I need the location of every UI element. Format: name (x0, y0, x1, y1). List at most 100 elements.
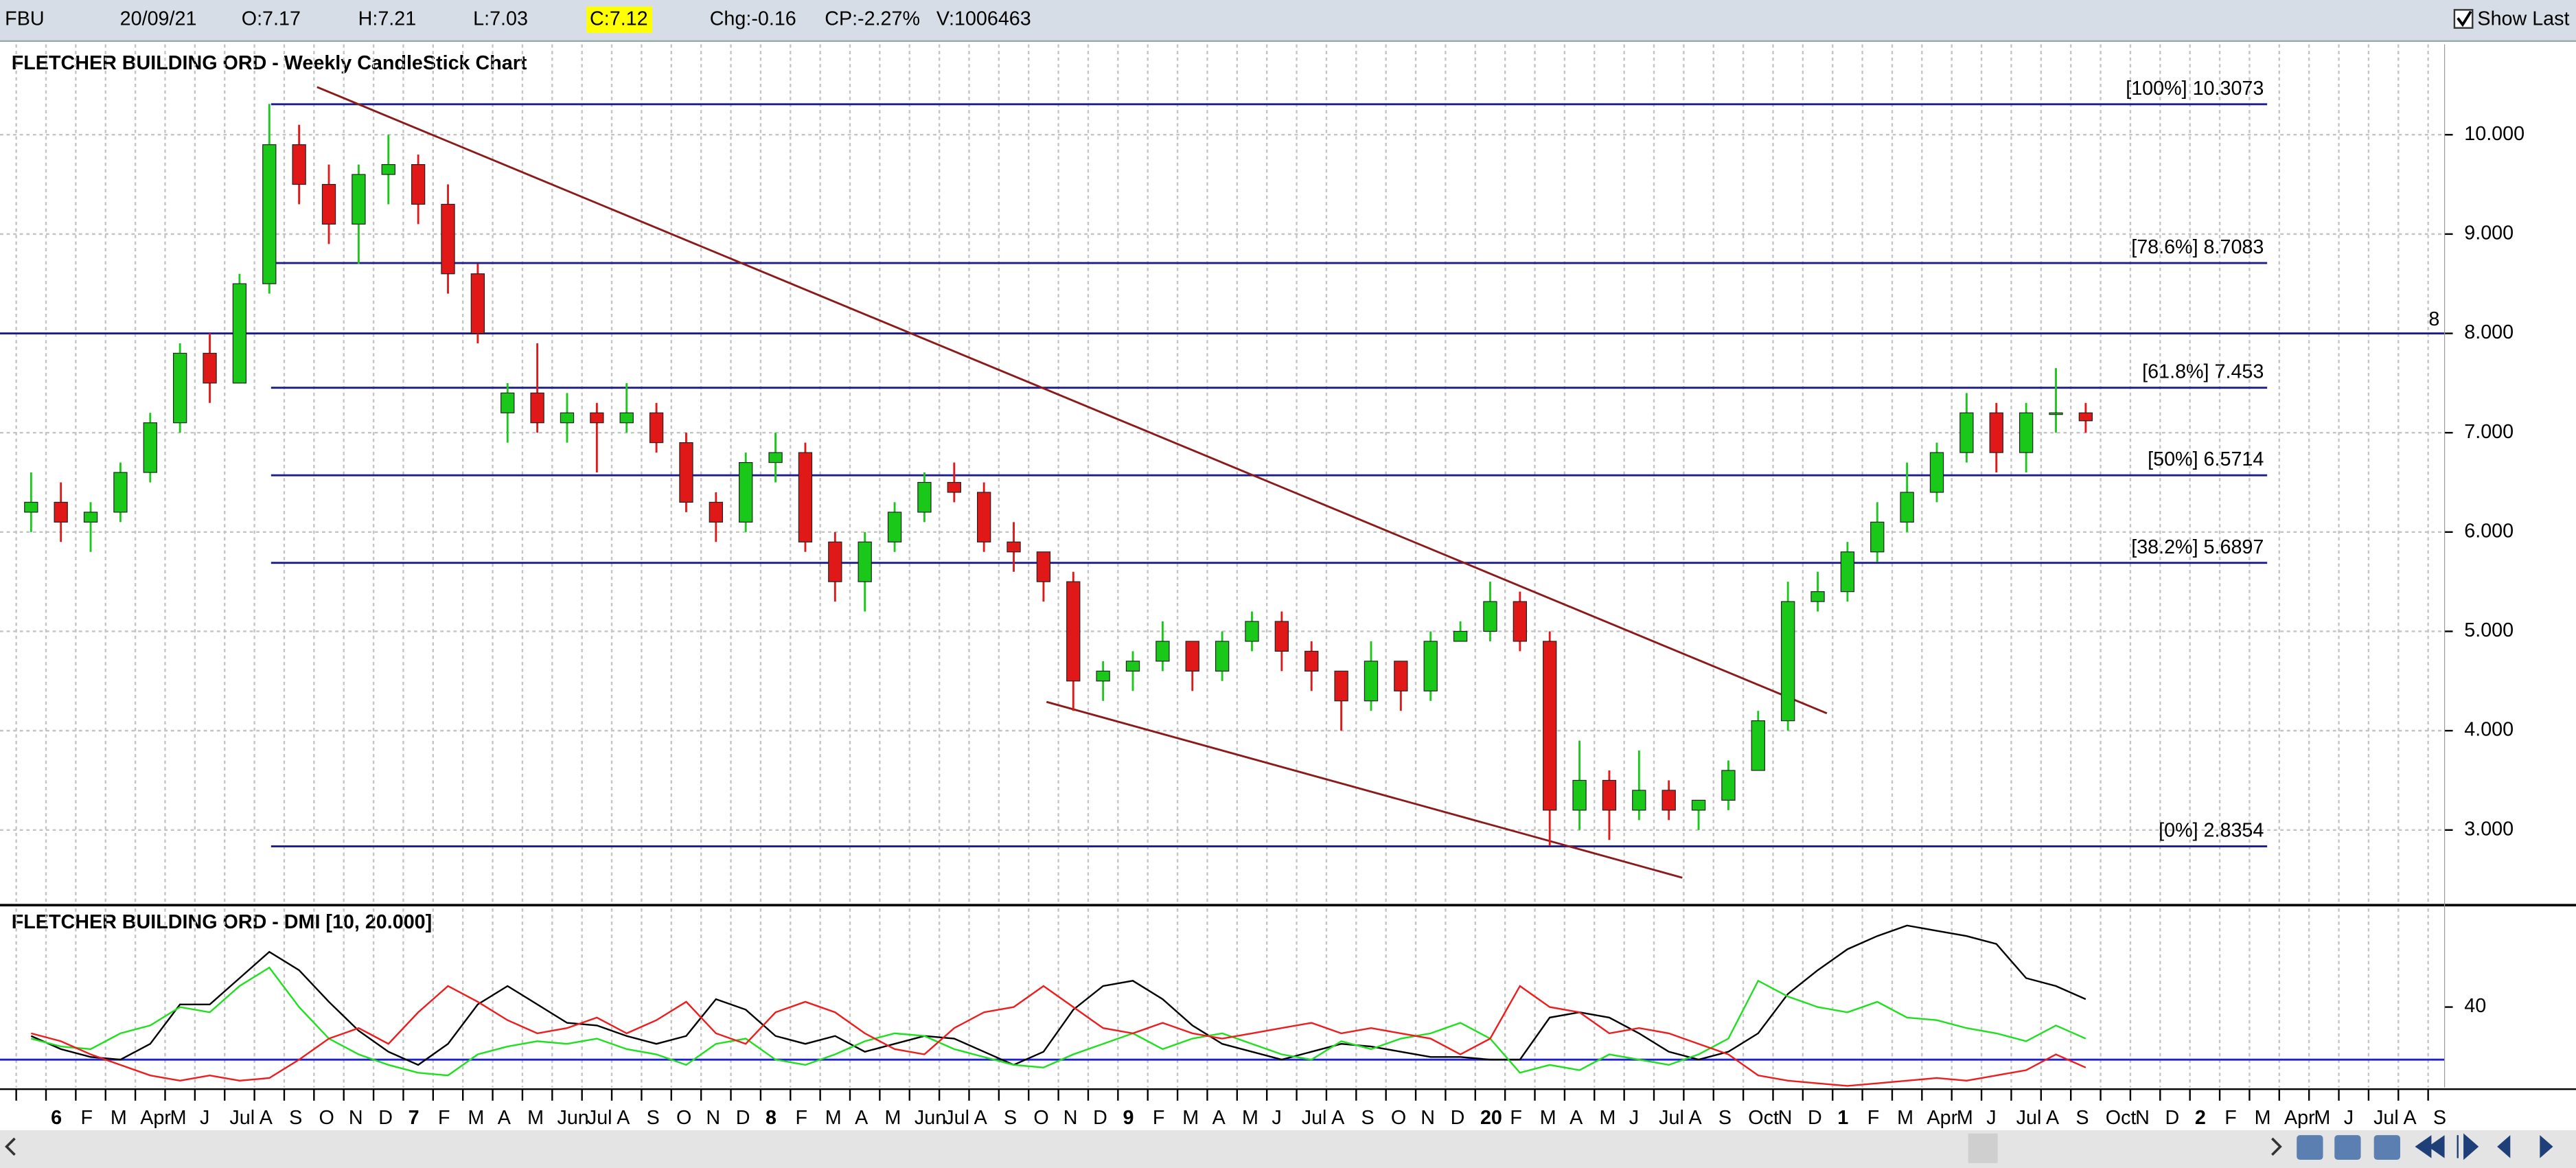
x-tick-label: M (2255, 1107, 2271, 1129)
trend-line (317, 86, 1828, 715)
candle-body (1394, 661, 1408, 691)
candle-body (1423, 641, 1438, 691)
x-tick-label: M (1957, 1107, 1973, 1129)
x-tick-label: S (1004, 1107, 1017, 1129)
chart-title: FLETCHER BUILDING ORD - Weekly CandleSti… (12, 52, 527, 74)
x-tick-label: M (885, 1107, 901, 1129)
candle-body (649, 412, 664, 444)
dmi-line (31, 985, 2086, 1087)
x-tick-label: S (2433, 1107, 2446, 1129)
candle-body (739, 461, 753, 523)
nav-first[interactable] (2415, 1135, 2445, 1158)
candle-body (560, 412, 575, 424)
y-tick-label: 8.000 (2464, 321, 2514, 343)
x-tick-label: J (200, 1107, 209, 1129)
x-tick-label: N (706, 1107, 720, 1129)
x-tick-label: F (2224, 1107, 2237, 1129)
candle-body (1661, 790, 1676, 811)
low: L:7.03 (473, 8, 528, 30)
candle-body (887, 512, 902, 542)
x-tick-label: 2 (2195, 1107, 2206, 1129)
close-highlight (586, 6, 652, 33)
x-tick-label: Oct (2106, 1107, 2137, 1129)
fib-label: [38.2%] 5.6897 (2131, 536, 2264, 558)
x-tick-label: N (1421, 1107, 1435, 1129)
x-tick-label: 9 (1123, 1107, 1134, 1129)
x-tick-label: Jul (2373, 1107, 2399, 1129)
checkmark (2457, 10, 2472, 27)
x-tick-label: A (855, 1107, 869, 1129)
x-tick-label: N (2135, 1107, 2150, 1129)
candle-body (1513, 601, 1528, 642)
x-tick-label: M (1540, 1107, 1556, 1129)
x-tick-label: Jun (557, 1107, 588, 1129)
candle-body (1989, 412, 2003, 453)
candle-body (1215, 641, 1230, 672)
x-tick-label: M (2314, 1107, 2330, 1129)
candle-body (1572, 779, 1587, 811)
candle-body (858, 541, 872, 582)
x-tick-label: F (438, 1107, 450, 1129)
x-tick-label: M (1599, 1107, 1615, 1129)
show-last-label[interactable]: Show Last (2477, 8, 2569, 30)
x-tick-label: Oct (1748, 1107, 1779, 1129)
candle-body (203, 352, 217, 384)
fib-label: [100%] 10.3073 (2126, 78, 2264, 100)
nav-next[interactable] (2540, 1135, 2553, 1158)
x-tick-label: M (1242, 1107, 1258, 1129)
candle-body (143, 422, 157, 473)
candle-body (619, 412, 634, 424)
candle-body (24, 501, 38, 513)
x-tick-label: A (1569, 1107, 1583, 1129)
candle-body (679, 442, 693, 503)
x-tick-label: Apr (2284, 1107, 2315, 1129)
open: O:7.17 (242, 8, 301, 30)
y-tick-label: 40 (2464, 995, 2486, 1017)
toolbar (0, 0, 2576, 41)
candle-body (1543, 641, 1557, 811)
x-tick-label: M (1182, 1107, 1199, 1129)
candle-body (976, 492, 991, 542)
scroll-left[interactable] (5, 1137, 16, 1156)
candle-body (262, 144, 277, 284)
x-tick-label: D (1808, 1107, 1822, 1129)
candle-body (54, 501, 68, 523)
scroll-right[interactable] (2271, 1137, 2282, 1156)
x-tick-label: O (1033, 1107, 1048, 1129)
candle-body (2078, 412, 2093, 422)
candle-body (83, 512, 98, 523)
fib-label: [61.8%] 7.453 (2142, 361, 2264, 383)
candle-body (1810, 591, 1825, 602)
nav-last[interactable] (2457, 1133, 2479, 1160)
candle-body (1751, 720, 1765, 771)
y-tick-label: 5.000 (2464, 619, 2514, 641)
x-tick-label: D (378, 1107, 393, 1129)
x-tick-label: N (349, 1107, 363, 1129)
tool-button[interactable] (2373, 1135, 2400, 1160)
candle-body (501, 392, 515, 413)
x-tick-label: 7 (409, 1107, 419, 1129)
x-tick-label: F (1510, 1107, 1522, 1129)
tool-button[interactable] (2334, 1135, 2361, 1160)
scrollbar[interactable] (0, 1130, 2576, 1168)
x-tick-label: 20 (1480, 1107, 1502, 1129)
tool-button[interactable] (2297, 1135, 2323, 1160)
candle-body (113, 472, 128, 513)
x-tick-label: O (319, 1107, 334, 1129)
x-tick-label: A (1689, 1107, 1703, 1129)
change-percent: CP:-2.27% (825, 8, 920, 30)
x-tick-label: S (2075, 1107, 2089, 1129)
x-tick-label: N (1063, 1107, 1078, 1129)
x-tick-label: A (2046, 1107, 2060, 1129)
x-tick-label: Jul (229, 1107, 255, 1129)
x-tick-label: J (1629, 1107, 1639, 1129)
candle-body (1185, 641, 1199, 672)
x-tick-label: O (676, 1107, 691, 1129)
x-tick-label: A (617, 1107, 630, 1129)
x-tick-label: D (1093, 1107, 1107, 1129)
candle-body (530, 392, 544, 424)
scroll-thumb[interactable] (1968, 1133, 1998, 1163)
candle-body (1483, 601, 1497, 632)
nav-prev[interactable] (2497, 1135, 2511, 1158)
